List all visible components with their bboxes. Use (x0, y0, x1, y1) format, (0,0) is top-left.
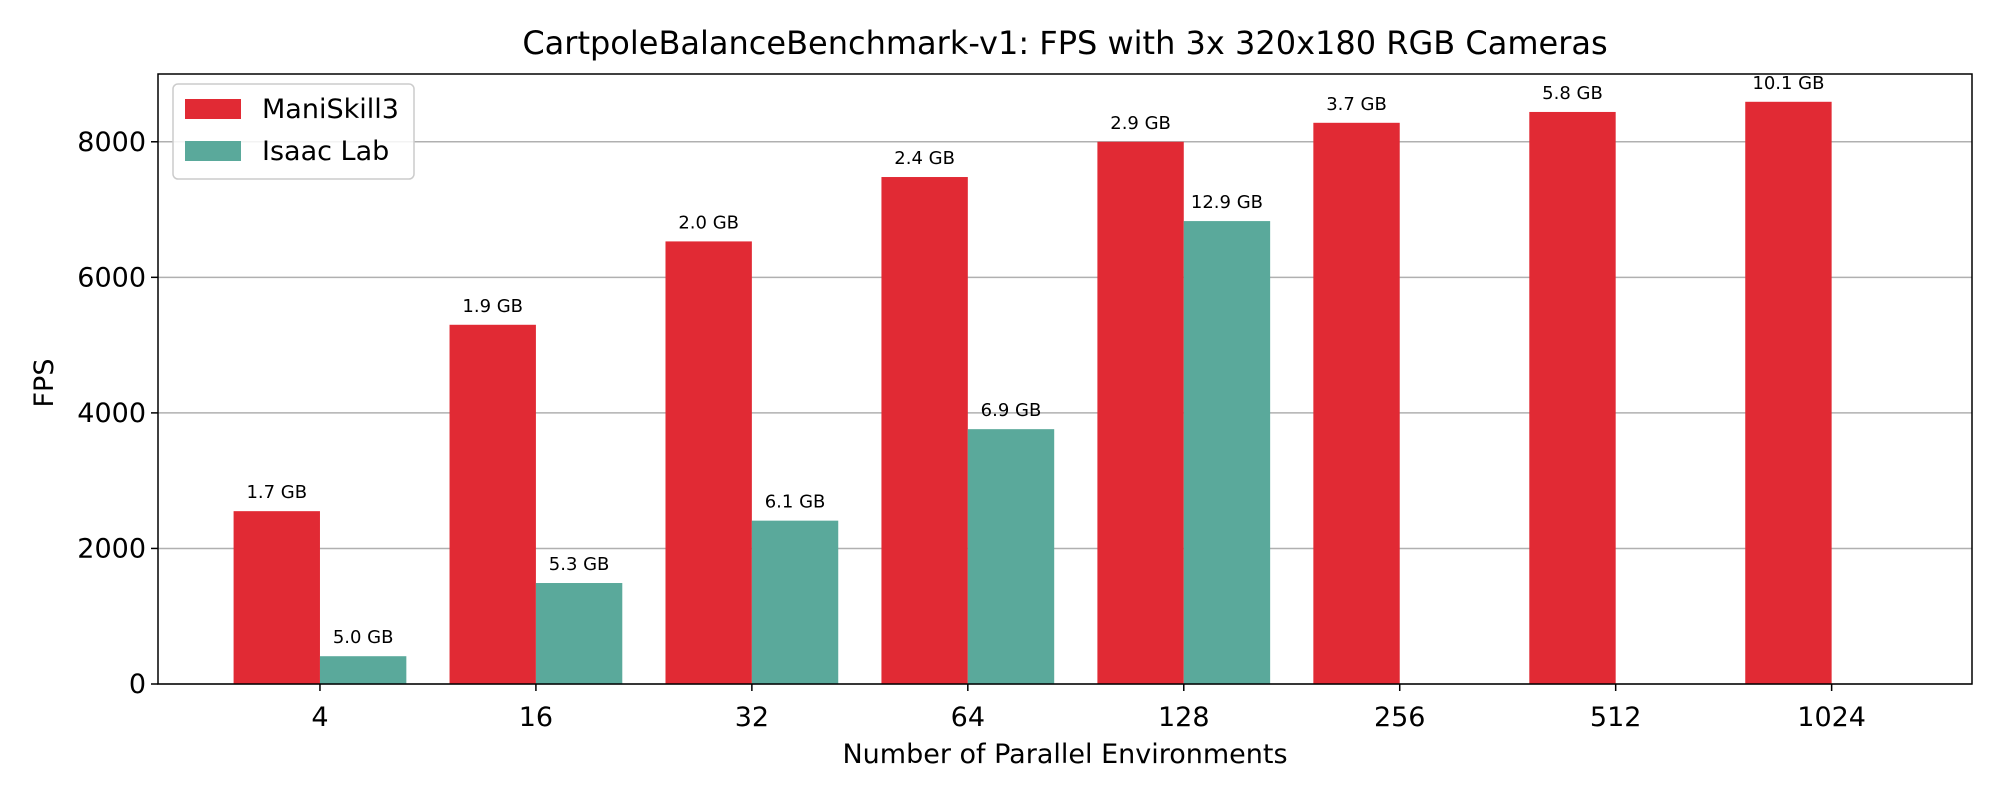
bar-data-label: 1.9 GB (462, 296, 523, 317)
x-tick-label: 16 (519, 702, 553, 733)
isaac-lab-bar (1183, 221, 1271, 685)
y-tick-label: 0 (129, 669, 146, 700)
bar-data-label: 3.7 GB (1326, 94, 1387, 115)
isaac-lab-bar (319, 656, 407, 684)
data-labels: 1.7 GB 1.9 GB 2.0 GB 2.4 GB 2.9 GB 3.7 GB 5.8 … (246, 73, 1824, 648)
legend-swatch-isaac-lab (185, 141, 241, 161)
bar-data-label: 1.7 GB (246, 482, 307, 503)
maniskill-bar (1745, 101, 1832, 685)
bar-data-label: 2.4 GB (894, 148, 955, 169)
bar-data-label: 12.9 GB (1191, 192, 1263, 213)
isaac-lab-bar (535, 583, 623, 684)
maniskill-bar (1529, 111, 1616, 684)
y-tick-label: 6000 (77, 262, 146, 293)
legend-label-maniskill: ManiSkill3 (262, 94, 399, 125)
bar-data-label: 6.9 GB (981, 400, 1042, 421)
axes: 0 2000 4000 6000 8000 4 16 32 64 128 256 512 1024 (77, 73, 1973, 733)
y-tick-label: 4000 (77, 398, 146, 429)
maniskill-bar (665, 241, 752, 684)
grid-lines (158, 141, 1972, 685)
isaac-lab-bar (751, 520, 839, 684)
y-axis-label: FPS (29, 359, 60, 408)
bar-data-label: 6.1 GB (765, 492, 826, 513)
y-tick-label: 2000 (77, 533, 146, 564)
chart-title: CartpoleBalanceBenchmark-v1: FPS with 3x… (522, 24, 1607, 62)
maniskill-bar (1313, 122, 1400, 685)
x-tick-label: 512 (1590, 702, 1642, 733)
plot-frame (157, 73, 1973, 685)
bar-data-label: 5.8 GB (1542, 83, 1603, 104)
bar-data-label: 2.9 GB (1110, 113, 1171, 134)
bars (233, 101, 1832, 685)
x-axis-label: Number of Parallel Environments (842, 739, 1287, 770)
x-tick-label: 32 (735, 702, 769, 733)
legend-swatch-maniskill (185, 99, 241, 119)
x-tick-label: 64 (951, 702, 985, 733)
x-tick-label: 1024 (1797, 702, 1866, 733)
maniskill-bar (881, 177, 968, 684)
x-tick-label: 128 (1158, 702, 1210, 733)
bar-data-label: 5.3 GB (549, 554, 610, 575)
bar-data-label: 2.0 GB (678, 212, 739, 233)
maniskill-bar (233, 511, 320, 684)
maniskill-bar (1097, 141, 1184, 684)
legend-label-isaac-lab: Isaac Lab (262, 136, 389, 167)
maniskill-bar (449, 324, 536, 684)
legend: ManiSkill3 Isaac Lab (172, 83, 415, 180)
y-tick-label: 8000 (77, 127, 146, 158)
x-tick-label: 256 (1374, 702, 1426, 733)
bar-data-label: 5.0 GB (333, 627, 394, 648)
bar-data-label: 10.1 GB (1752, 73, 1824, 94)
x-tick-label: 4 (311, 702, 328, 733)
isaac-lab-bar (967, 429, 1055, 684)
